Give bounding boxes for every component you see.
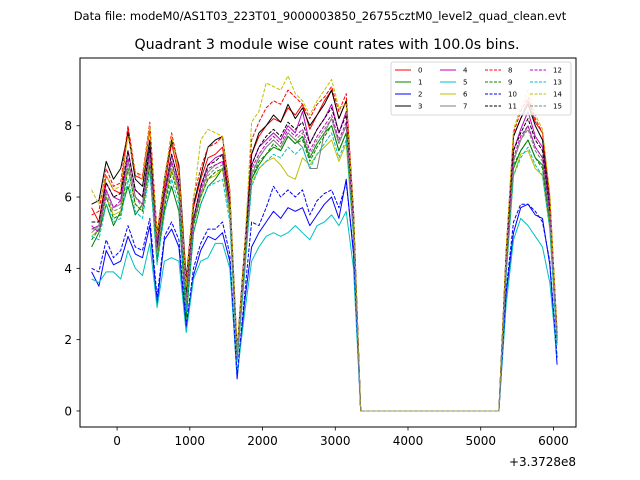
y-tick-label: 8 bbox=[64, 119, 72, 133]
legend-label-10: 10 bbox=[508, 91, 517, 99]
plot-frame bbox=[79, 57, 577, 428]
series-line-10 bbox=[91, 182, 558, 412]
x-tick-label: 1000 bbox=[175, 434, 206, 448]
chart-title: Quadrant 3 module wise count rates with … bbox=[134, 37, 519, 53]
legend-label-9: 9 bbox=[508, 79, 512, 87]
series-line-15 bbox=[91, 118, 558, 412]
legend-label-4: 4 bbox=[463, 67, 468, 75]
x-tick-label: 3000 bbox=[320, 434, 351, 448]
legend-label-1: 1 bbox=[418, 79, 422, 87]
y-tick-label: 6 bbox=[64, 191, 72, 205]
x-tick-label: 0 bbox=[113, 434, 121, 448]
x-offset-label: +3.3728e8 bbox=[509, 455, 576, 469]
series-layer bbox=[91, 75, 558, 412]
x-tick-label: 6000 bbox=[538, 434, 569, 448]
x-tick-label: 2000 bbox=[247, 434, 278, 448]
legend-label-7: 7 bbox=[463, 103, 467, 111]
legend-label-6: 6 bbox=[463, 91, 468, 99]
x-tick-label: 4000 bbox=[393, 434, 424, 448]
legend-label-12: 12 bbox=[553, 67, 562, 75]
legend-box bbox=[390, 61, 572, 116]
y-tick-label: 4 bbox=[64, 262, 72, 276]
legend-label-3: 3 bbox=[418, 103, 422, 111]
y-tick-label: 2 bbox=[64, 333, 72, 347]
legend-label-2: 2 bbox=[418, 91, 422, 99]
y-tick-label: 0 bbox=[64, 404, 72, 418]
chart-suptitle: Data file: modeM0/AS1T03_223T01_90000038… bbox=[74, 9, 567, 23]
legend-label-5: 5 bbox=[463, 79, 467, 87]
legend-label-15: 15 bbox=[553, 103, 562, 111]
legend-label-14: 14 bbox=[553, 91, 562, 99]
legend-label-8: 8 bbox=[508, 67, 512, 75]
x-tick-label: 5000 bbox=[465, 434, 496, 448]
axes-layer: 0 1000 2000 3000 4000 5000 6000 0 2 4 6 8 bbox=[64, 119, 568, 448]
legend-label-11: 11 bbox=[508, 103, 517, 111]
legend-label-13: 13 bbox=[553, 79, 562, 87]
legend-label-0: 0 bbox=[418, 67, 422, 75]
